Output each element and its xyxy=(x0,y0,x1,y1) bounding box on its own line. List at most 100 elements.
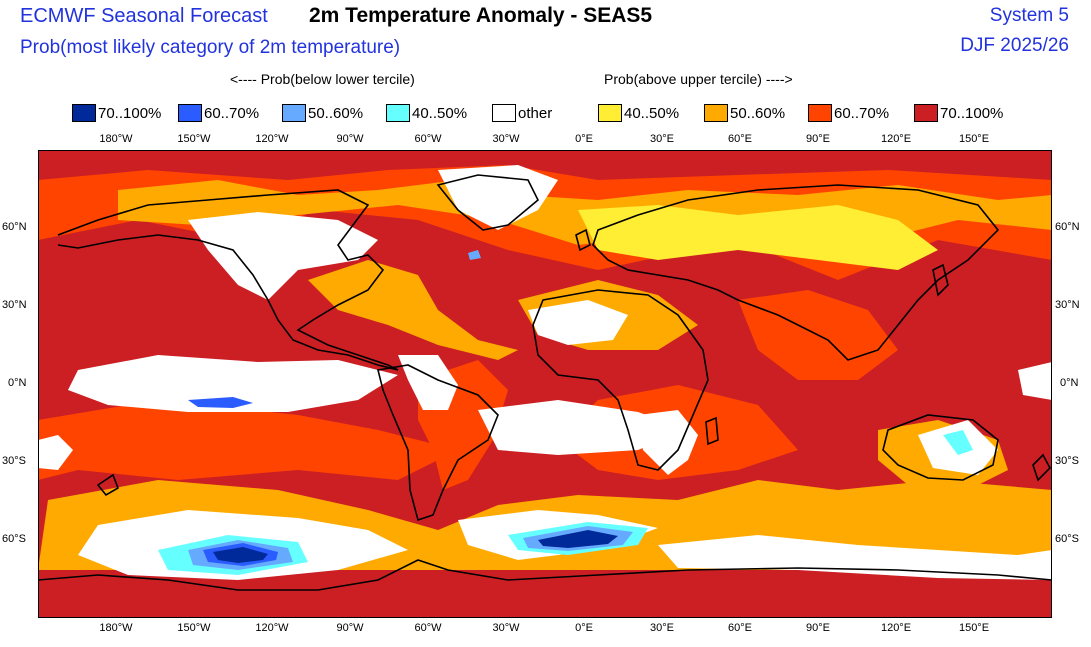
coastline-antarctica xyxy=(38,559,1052,591)
prob-region xyxy=(68,355,398,412)
lon-label: 180°W xyxy=(99,622,133,634)
prob-region xyxy=(38,400,458,480)
legend-swatch xyxy=(598,104,622,122)
legend-label: 40..50% xyxy=(412,104,468,122)
cold-fields xyxy=(158,250,973,575)
coastline-japan xyxy=(932,263,949,297)
legend-item: 60..70% xyxy=(808,104,889,122)
prob-region xyxy=(638,410,698,475)
lon-label: 180°W xyxy=(99,133,133,145)
legend-swatch xyxy=(282,104,306,122)
lon-axis-top: 180°W 150°W 120°W 90°W 60°W 30°W 0°E 30°… xyxy=(0,133,1091,147)
prob-region xyxy=(943,430,973,455)
lon-label: 60°E xyxy=(728,133,752,145)
lat-label: 30°S xyxy=(1055,455,1079,467)
legend-item: 70..100% xyxy=(914,104,1003,122)
lat-label: 30°N xyxy=(2,299,27,311)
coastline-greenland xyxy=(436,174,539,231)
legend-label: 40..50% xyxy=(624,104,680,122)
forecast-map xyxy=(38,150,1052,618)
lon-label: 30°E xyxy=(650,133,674,145)
legend: 70..100% 60..70% 50..60% 40..50% other 4… xyxy=(72,104,1032,124)
legend-swatch xyxy=(386,104,410,122)
below-tercile-label: <---- Prob(below lower tercile) xyxy=(230,71,415,87)
lon-label: 150°W xyxy=(177,622,211,634)
coastline-australia xyxy=(882,414,999,481)
lon-label: 60°W xyxy=(414,133,442,145)
lat-label: 0°N xyxy=(1060,377,1079,389)
lon-label: 0°E xyxy=(575,133,593,145)
lon-label: 60°W xyxy=(414,622,442,634)
legend-swatch xyxy=(808,104,832,122)
period-label: DJF 2025/26 xyxy=(960,35,1069,56)
lon-label: 120°E xyxy=(880,133,912,145)
lon-label: 30°W xyxy=(492,133,520,145)
legend-item: 60..70% xyxy=(178,104,259,122)
lon-label: 30°E xyxy=(650,622,674,634)
coastline-north-america xyxy=(57,189,399,371)
legend-label: 50..60% xyxy=(730,104,786,122)
prob-region xyxy=(308,260,518,360)
lat-label: 60°S xyxy=(2,533,26,545)
legend-item: 40..50% xyxy=(598,104,679,122)
lon-axis-bottom: 180°W 150°W 120°W 90°W 60°W 30°W 0°E 30°… xyxy=(0,622,1091,636)
lon-label: 120°E xyxy=(880,622,912,634)
coastline-madagascar xyxy=(705,416,719,446)
prob-region xyxy=(398,355,458,410)
legend-item: 50..60% xyxy=(704,104,785,122)
lat-label: 30°S xyxy=(2,455,26,467)
coastline-south-america xyxy=(377,364,499,522)
lat-label: 30°N xyxy=(1055,299,1080,311)
lon-label: 30°W xyxy=(492,622,520,634)
system-label: System 5 xyxy=(989,5,1069,26)
prob-region xyxy=(528,300,628,345)
legend-label: other xyxy=(518,104,553,122)
lat-label: 0°N xyxy=(8,377,27,389)
lon-label: 60°E xyxy=(728,622,752,634)
prob-region xyxy=(468,250,481,260)
legend-label: 60..70% xyxy=(204,104,260,122)
prob-region xyxy=(578,205,938,270)
lon-label: 0°E xyxy=(575,622,593,634)
prob-region xyxy=(538,530,618,548)
map-subtitle: Prob(most likely category of 2m temperat… xyxy=(20,37,401,58)
map-title: 2m Temperature Anomaly - SEAS5 xyxy=(309,4,653,27)
legend-label: 70..100% xyxy=(98,104,162,122)
lon-label: 90°E xyxy=(806,622,830,634)
prob-region xyxy=(1018,362,1052,400)
prob-region xyxy=(213,547,268,563)
prob-region xyxy=(38,435,73,470)
org-title: ECMWF Seasonal Forecast xyxy=(20,5,268,27)
lat-label: 60°N xyxy=(2,221,27,233)
legend-swatch xyxy=(492,104,516,122)
prob-region xyxy=(188,397,253,408)
coastline-new-zealand xyxy=(96,453,1051,497)
lon-label: 120°W xyxy=(255,133,289,145)
legend-label: 70..100% xyxy=(940,104,1004,122)
legend-item: 70..100% xyxy=(72,104,161,122)
lon-label: 90°E xyxy=(806,133,830,145)
legend-label: 50..60% xyxy=(308,104,364,122)
legend-swatch xyxy=(914,104,938,122)
coastline-africa xyxy=(532,289,709,471)
lon-label: 90°W xyxy=(336,622,364,634)
coastlines xyxy=(38,174,1052,591)
legend-label: 60..70% xyxy=(834,104,890,122)
coastline-uk xyxy=(575,228,591,252)
lon-label: 150°E xyxy=(958,622,990,634)
prob-region xyxy=(478,400,688,455)
legend-swatch xyxy=(178,104,202,122)
legend-item: 50..60% xyxy=(282,104,363,122)
lon-label: 120°W xyxy=(255,622,289,634)
legend-swatch xyxy=(72,104,96,122)
lon-label: 150°E xyxy=(958,133,990,145)
legend-item: 40..50% xyxy=(386,104,467,122)
lat-label: 60°N xyxy=(1055,221,1080,233)
coastline-eurasia xyxy=(592,184,1000,361)
prob-region xyxy=(188,212,378,300)
lon-label: 150°W xyxy=(177,133,211,145)
legend-item: other xyxy=(492,104,552,122)
map-frame xyxy=(38,150,1052,618)
above-tercile-label: Prob(above upper tercile) ----> xyxy=(604,71,793,87)
lon-label: 90°W xyxy=(336,133,364,145)
